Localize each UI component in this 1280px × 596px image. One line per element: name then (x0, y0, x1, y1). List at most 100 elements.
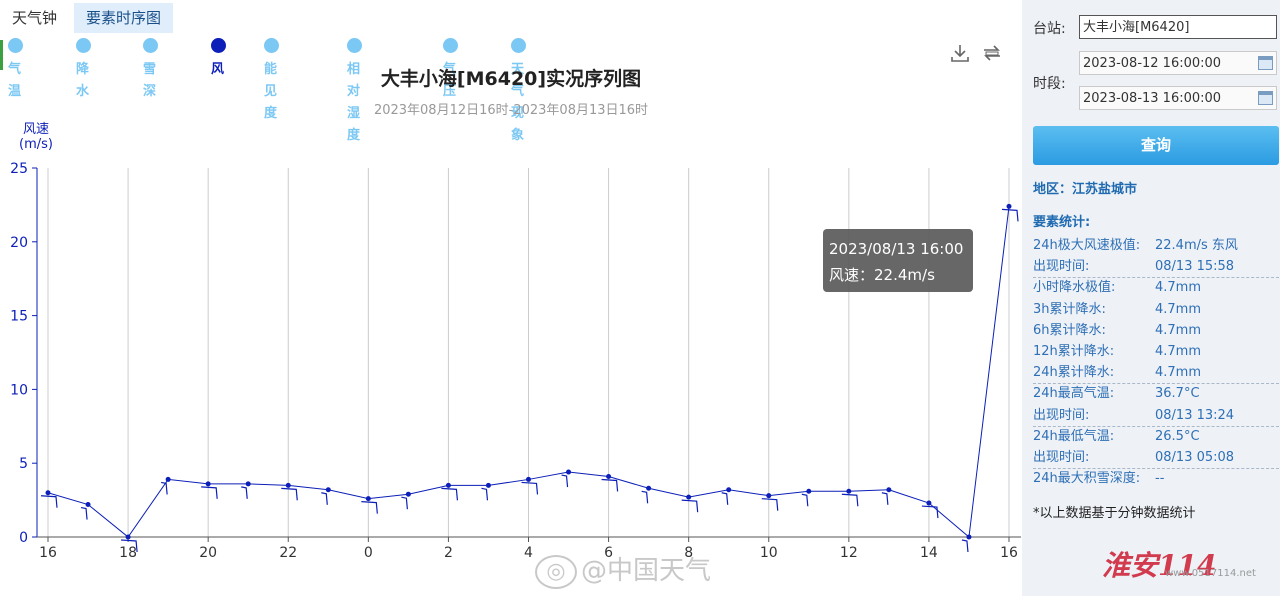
data-point (245, 481, 251, 487)
wind-barb (321, 492, 328, 505)
legend-item-humidity[interactable]: 相对湿度 (347, 37, 367, 143)
stat-value: 4.7mm (1155, 280, 1202, 296)
wind-barb (681, 499, 699, 513)
data-point (1006, 203, 1012, 209)
wind-barb (561, 474, 569, 488)
data-point (165, 476, 171, 482)
data-point (686, 494, 692, 500)
legend-label: 雪深 (143, 62, 157, 99)
station-label: 台站: (1033, 21, 1066, 37)
legend-item-snow-depth[interactable]: 雪深 (143, 37, 163, 99)
stat-value: 36.7°C (1155, 386, 1200, 402)
y-tick-label: 0 (19, 530, 28, 546)
data-point (966, 534, 972, 540)
legend-item-visibility[interactable]: 能见度 (264, 37, 284, 121)
calendar-icon[interactable] (1258, 91, 1273, 105)
wind-barb (761, 498, 779, 511)
chart-title: 大丰小海[M6420]实况序列图 (380, 68, 642, 90)
stat-row: 24h最大积雪深度: -- (1033, 468, 1279, 489)
legend-label: 气压 (443, 62, 457, 99)
stat-value: 4.7mm (1155, 301, 1202, 317)
legend-item-precipitation[interactable]: 降水 (76, 37, 96, 99)
stat-key: 12h累计降水: (1033, 344, 1115, 359)
wind-barb (1001, 208, 1019, 222)
stat-row: 6h累计降水: 4.7mm (1033, 320, 1279, 341)
calendar-icon[interactable] (1258, 56, 1273, 70)
y-tick-label: 15 (10, 309, 28, 325)
switch-glyph (984, 45, 1000, 61)
wind-barb (121, 539, 138, 553)
data-point (405, 491, 411, 497)
wind-barb (241, 486, 248, 499)
x-tick-label: 14 (920, 545, 938, 561)
logo-text: 淮安 (1102, 549, 1159, 582)
station-input[interactable]: 大丰小海[M6420] (1079, 15, 1277, 39)
wind-barb (80, 506, 88, 520)
legend-item-wind[interactable]: 风 (211, 37, 231, 77)
query-button[interactable]: 查询 (1033, 126, 1279, 165)
tab-element-timeseries[interactable]: 要素时序图 (74, 3, 174, 33)
left-edge-marker (0, 40, 3, 70)
start-time-field[interactable]: 2023-08-12 16:00:00 (1079, 51, 1277, 75)
y-tick-label: 5 (19, 456, 28, 472)
stat-row: 24h最高气温: 36.7°C (1033, 383, 1279, 404)
wind-barb (161, 481, 168, 495)
legend-label: 气温 (8, 62, 22, 99)
x-tick-label: 0 (364, 545, 373, 561)
stat-value: 4.7mm (1155, 365, 1202, 381)
legend-dot (76, 38, 91, 53)
x-tick-label: 6 (604, 545, 613, 561)
stat-key: 24h累计降水: (1033, 365, 1115, 381)
switch-view-icon[interactable] (981, 42, 1003, 64)
legend-label: 降水 (76, 62, 90, 99)
y-axis-label: (m/s) (19, 137, 53, 152)
stat-row: 24h最低气温: 26.5°C (1033, 426, 1279, 447)
x-tick-label: 20 (199, 545, 217, 561)
site-logo: 淮安114 (1102, 544, 1216, 584)
stat-row: 12h累计降水: 4.7mm (1033, 341, 1279, 362)
x-tick-label: 18 (119, 545, 137, 561)
stat-separator (1033, 468, 1279, 470)
end-time-field[interactable]: 2023-08-13 16:00:00 (1079, 86, 1277, 110)
y-axis-label: 风速 (23, 122, 49, 137)
stat-key: 24h最低气温: (1033, 428, 1115, 444)
legend-dot (8, 38, 23, 53)
chart-subtitle: 2023年08月12日16时-2023年08月13日16时 (373, 103, 649, 118)
logo-url: www.0517114.net (1165, 568, 1256, 579)
start-time-value: 2023-08-12 16:00:00 (1083, 56, 1222, 71)
legend-item-weather[interactable]: 天气现象 (511, 37, 531, 143)
stats-title: 要素统计: (1033, 215, 1091, 230)
wind-barb (641, 490, 649, 504)
legend-label: 风 (211, 62, 225, 77)
stat-key: 6h累计降水: (1033, 322, 1106, 338)
legend-item-temperature[interactable]: 气温 (8, 37, 28, 99)
legend-item-pressure[interactable]: 气压 (443, 37, 463, 99)
period-label: 时段: (1033, 76, 1066, 92)
data-point (125, 534, 131, 540)
x-tick-label: 2 (444, 545, 453, 561)
stat-value: 22.4m/s 东风 (1155, 238, 1238, 253)
data-point (445, 482, 451, 488)
legend-dot (347, 38, 362, 53)
x-tick-label: 16 (1000, 545, 1018, 561)
legend-dot (264, 38, 279, 53)
stat-value: 4.7mm (1155, 322, 1202, 338)
legend-dot (211, 38, 226, 53)
data-point (806, 488, 812, 494)
download-icon[interactable] (949, 42, 971, 64)
legend-dot (143, 38, 158, 53)
stat-key: 出现时间: (1033, 407, 1090, 423)
tab-weather-clock[interactable]: 天气钟 (12, 9, 58, 27)
y-tick-label: 10 (10, 382, 28, 398)
wind-barb (481, 487, 489, 501)
watermark-text: @中国天气 (581, 556, 712, 586)
weibo-icon: ◎ (535, 554, 577, 589)
stat-key: 出现时间: (1033, 259, 1090, 275)
stat-key: 出现时间: (1033, 450, 1090, 465)
stat-key: 24h极大风速极值: (1033, 238, 1141, 253)
wind-barb (921, 505, 939, 519)
data-point (365, 496, 371, 502)
stat-value: 26.5°C (1155, 428, 1200, 444)
wind-barb (201, 486, 218, 499)
chart-tooltip: 2023/08/13 16:00 风速：22.4m/s (823, 229, 973, 292)
